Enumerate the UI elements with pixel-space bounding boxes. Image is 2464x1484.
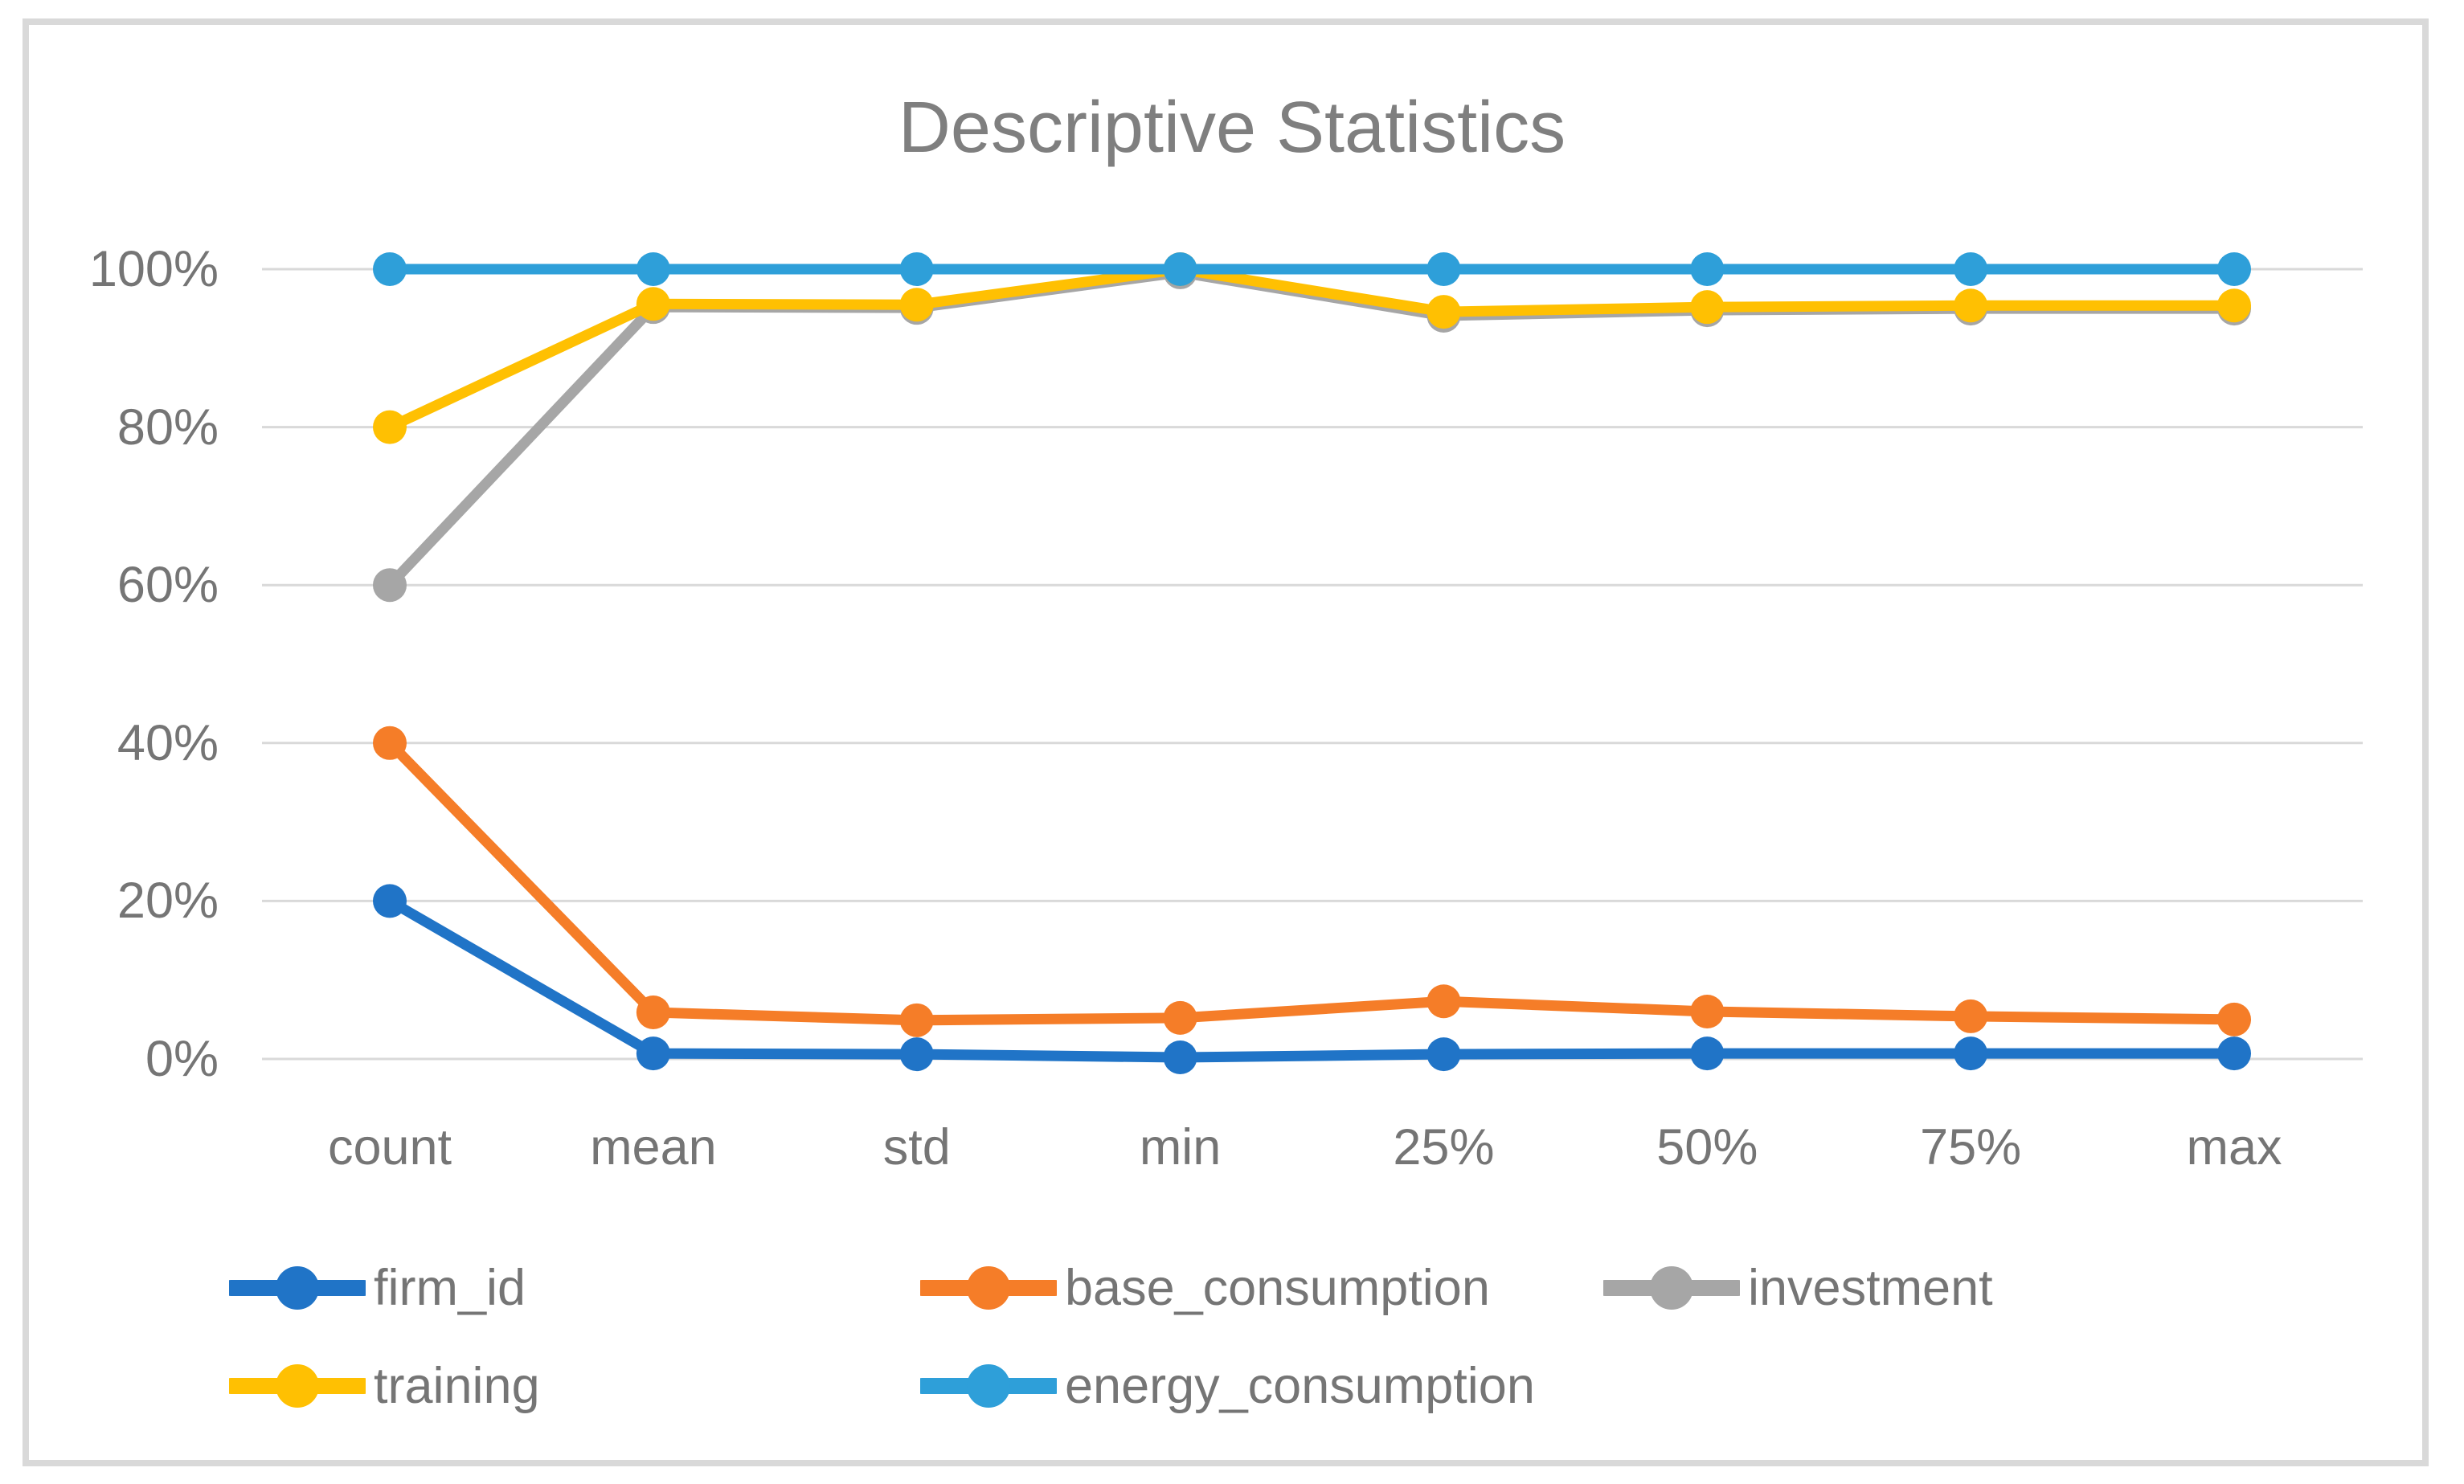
series-training: [373, 252, 2252, 444]
series-base_consumption: [373, 726, 2252, 1037]
series-line-base_consumption: [384, 738, 2240, 1026]
data-point-base_consumption-count: [373, 726, 407, 760]
y-axis-tick-label: 100%: [88, 241, 219, 297]
x-axis-tick-label: 50%: [1656, 1119, 1758, 1175]
legend-label: firm_id: [374, 1260, 526, 1316]
legend-label: base_consumption: [1065, 1260, 1490, 1316]
data-point-base_consumption-50%: [1690, 995, 1725, 1029]
legend-item-base_consumption[interactable]: base_consumption: [920, 1260, 1490, 1316]
x-axis-tick-label: std: [882, 1119, 951, 1175]
data-point-training-max: [2217, 288, 2252, 323]
legend-item-firm_id[interactable]: firm_id: [229, 1260, 526, 1316]
x-axis-tick-label: min: [1139, 1119, 1222, 1175]
x-axis-tick-label: count: [327, 1119, 452, 1175]
x-axis-tick-label: mean: [590, 1119, 717, 1175]
data-point-firm_id-25%: [1426, 1037, 1461, 1072]
legend-label: energy_consumption: [1065, 1358, 1535, 1414]
legend-marker-icon: [229, 1364, 366, 1408]
x-axis-tick-label: 75%: [1920, 1119, 2022, 1175]
data-point-training-std: [899, 288, 934, 322]
data-point-energy_consumption-75%: [1954, 252, 1988, 286]
data-point-training-count: [373, 410, 407, 444]
data-point-firm_id-50%: [1690, 1036, 1725, 1071]
data-point-training-75%: [1954, 288, 1988, 323]
data-point-firm_id-mean: [636, 1036, 670, 1071]
series-firm_id: [373, 884, 2252, 1075]
data-point-base_consumption-min: [1163, 1000, 1197, 1035]
data-point-energy_consumption-max: [2217, 252, 2252, 286]
legend-item-energy_consumption[interactable]: energy_consumption: [920, 1358, 1535, 1414]
data-point-training-50%: [1690, 290, 1725, 325]
data-point-training-mean: [636, 287, 670, 321]
data-point-firm_id-count: [373, 884, 407, 918]
data-point-energy_consumption-std: [899, 252, 934, 286]
data-point-energy_consumption-25%: [1426, 252, 1461, 286]
y-axis-tick-label: 20%: [117, 873, 219, 930]
series-energy_consumption: [373, 252, 2252, 286]
data-point-energy_consumption-min: [1163, 252, 1197, 286]
data-point-firm_id-min: [1163, 1040, 1197, 1075]
data-point-firm_id-75%: [1954, 1036, 1988, 1071]
data-point-base_consumption-25%: [1426, 984, 1461, 1019]
data-point-base_consumption-mean: [636, 995, 670, 1030]
legend-marker-icon: [229, 1266, 366, 1310]
legend-marker-icon: [920, 1266, 1057, 1310]
legend-item-investment[interactable]: investment: [1603, 1260, 1993, 1316]
series-line-firm_id: [384, 895, 2240, 1063]
data-point-energy_consumption-count: [373, 252, 407, 286]
legend-marker-icon: [1603, 1266, 1740, 1310]
series-line-training: [384, 264, 2240, 433]
chart-title: Descriptive Statistics: [898, 88, 1566, 168]
y-axis-tick-label: 80%: [117, 399, 219, 456]
x-axis-tick-label: 25%: [1393, 1119, 1495, 1175]
data-point-energy_consumption-50%: [1690, 252, 1725, 286]
legend-marker-icon: [920, 1364, 1057, 1408]
data-point-investment-count: [373, 568, 407, 603]
legend-item-training[interactable]: training: [229, 1358, 540, 1414]
y-axis-tick-label: 40%: [117, 714, 219, 771]
legend-label: investment: [1748, 1260, 1993, 1316]
data-point-base_consumption-75%: [1954, 999, 1988, 1033]
y-axis-tick-label: 60%: [117, 557, 219, 614]
series-line-investment: [384, 267, 2240, 591]
series-group: [373, 252, 2252, 1075]
data-point-base_consumption-std: [899, 1003, 934, 1037]
x-axis-tick-label: max: [2186, 1119, 2282, 1175]
data-point-firm_id-std: [899, 1037, 934, 1072]
data-point-base_consumption-max: [2217, 1002, 2252, 1036]
y-axis-tick-label: 0%: [145, 1031, 219, 1087]
data-point-energy_consumption-mean: [636, 252, 670, 286]
data-point-training-25%: [1426, 295, 1461, 329]
data-point-firm_id-max: [2217, 1036, 2252, 1071]
legend-label: training: [374, 1358, 540, 1414]
